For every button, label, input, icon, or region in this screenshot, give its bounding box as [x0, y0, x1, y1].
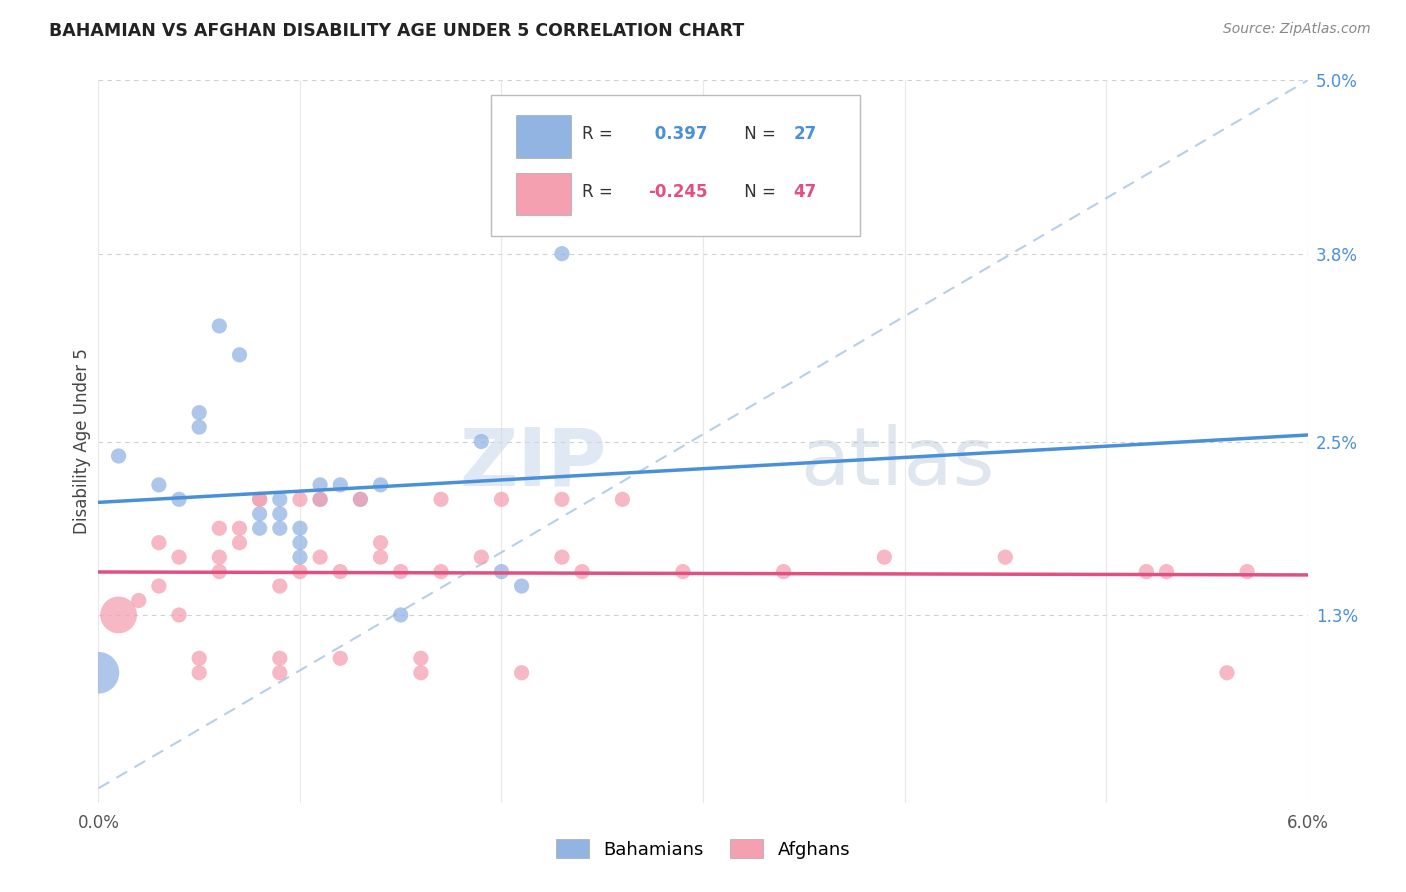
Point	[228, 521, 250, 535]
Point	[491, 565, 513, 579]
Point	[167, 492, 190, 507]
Point	[329, 651, 352, 665]
FancyBboxPatch shape	[492, 95, 860, 235]
Point	[470, 550, 492, 565]
Point	[107, 449, 129, 463]
Text: 0.397: 0.397	[648, 126, 707, 144]
Point	[1216, 665, 1239, 680]
Point	[309, 492, 332, 507]
Point	[228, 348, 250, 362]
Point	[470, 434, 492, 449]
Point	[772, 565, 794, 579]
Point	[612, 492, 634, 507]
Point	[349, 492, 371, 507]
Text: BAHAMIAN VS AFGHAN DISABILITY AGE UNDER 5 CORRELATION CHART: BAHAMIAN VS AFGHAN DISABILITY AGE UNDER …	[49, 22, 744, 40]
Point	[309, 492, 332, 507]
FancyBboxPatch shape	[516, 115, 571, 158]
Text: 47: 47	[793, 183, 817, 202]
Point	[288, 565, 311, 579]
Point	[873, 550, 896, 565]
Point	[148, 478, 170, 492]
Point	[430, 492, 453, 507]
Point	[269, 507, 291, 521]
Point	[288, 492, 311, 507]
Text: Source: ZipAtlas.com: Source: ZipAtlas.com	[1223, 22, 1371, 37]
Point	[288, 550, 311, 565]
Point	[672, 565, 695, 579]
Point	[269, 665, 291, 680]
Point	[349, 492, 371, 507]
Point	[1156, 565, 1178, 579]
Point	[288, 521, 311, 535]
Point	[188, 665, 211, 680]
Legend: Bahamians, Afghans: Bahamians, Afghans	[548, 832, 858, 866]
Point	[551, 550, 574, 565]
Point	[370, 535, 392, 549]
Point	[269, 521, 291, 535]
Point	[309, 550, 332, 565]
Point	[409, 651, 432, 665]
Point	[208, 521, 231, 535]
Point	[249, 492, 271, 507]
Point	[188, 651, 211, 665]
Point	[87, 665, 110, 680]
Point	[148, 535, 170, 549]
Point	[167, 550, 190, 565]
Text: N =: N =	[740, 126, 782, 144]
Y-axis label: Disability Age Under 5: Disability Age Under 5	[73, 349, 91, 534]
Point	[1236, 565, 1258, 579]
Text: -0.245: -0.245	[648, 183, 709, 202]
Point	[188, 406, 211, 420]
FancyBboxPatch shape	[516, 173, 571, 215]
Point	[551, 246, 574, 260]
Point	[228, 535, 250, 549]
Point	[249, 507, 271, 521]
Point	[309, 478, 332, 492]
Point	[208, 565, 231, 579]
Point	[994, 550, 1017, 565]
Point	[269, 579, 291, 593]
Text: N =: N =	[740, 183, 782, 202]
Point	[188, 420, 211, 434]
Point	[249, 492, 271, 507]
Point	[430, 565, 453, 579]
Point	[370, 478, 392, 492]
Point	[107, 607, 129, 622]
Point	[269, 492, 291, 507]
Point	[208, 318, 231, 333]
Text: R =: R =	[582, 183, 619, 202]
Point	[148, 579, 170, 593]
Text: ZIP: ZIP	[458, 425, 606, 502]
Point	[329, 478, 352, 492]
Point	[510, 579, 533, 593]
Text: R =: R =	[582, 126, 619, 144]
Point	[551, 492, 574, 507]
Point	[510, 665, 533, 680]
Point	[329, 565, 352, 579]
Point	[409, 665, 432, 680]
Point	[128, 593, 150, 607]
Point	[389, 607, 412, 622]
Text: atlas: atlas	[800, 425, 994, 502]
Point	[288, 535, 311, 549]
Point	[269, 651, 291, 665]
Point	[249, 521, 271, 535]
Point	[370, 550, 392, 565]
Point	[167, 607, 190, 622]
Text: 27: 27	[793, 126, 817, 144]
Point	[208, 550, 231, 565]
Point	[1135, 565, 1157, 579]
Point	[389, 565, 412, 579]
Point	[571, 565, 593, 579]
Point	[491, 492, 513, 507]
